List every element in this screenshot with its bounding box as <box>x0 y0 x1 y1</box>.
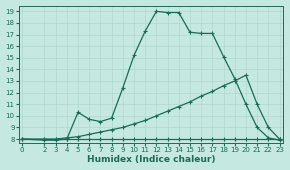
X-axis label: Humidex (Indice chaleur): Humidex (Indice chaleur) <box>86 155 215 164</box>
